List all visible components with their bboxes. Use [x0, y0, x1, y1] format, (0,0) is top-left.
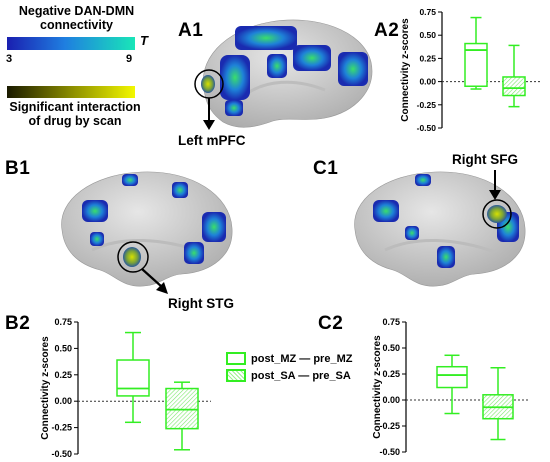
- series-legend: post_MZ — pre_MZ post_SA — pre_SA: [226, 352, 352, 382]
- roi-arrowhead: [156, 282, 168, 294]
- y-tick-label: -0.25: [379, 421, 400, 431]
- colorbar-max-label: 9: [126, 53, 133, 65]
- activation-blob: [293, 45, 331, 71]
- activation-blob: [122, 174, 138, 186]
- panel-label-a2: A2: [374, 20, 400, 41]
- y-tick-label: 0.25: [382, 369, 400, 379]
- activation-blob-interaction: [123, 247, 141, 267]
- interaction-title-line2: of drug by scan: [28, 114, 122, 128]
- activation-blob: [202, 212, 226, 242]
- box-iqr: [502, 76, 526, 97]
- y-tick-label: -0.25: [51, 423, 72, 433]
- interaction-colorbar: [7, 86, 135, 98]
- activation-blob: [90, 232, 104, 246]
- activation-blob: [184, 242, 204, 264]
- y-tick-label: 0.50: [54, 343, 72, 353]
- activation-blob: [415, 174, 431, 186]
- activation-blob-interaction: [201, 75, 215, 93]
- panel-label-b1: B1: [5, 158, 31, 179]
- box-iqr: [165, 387, 199, 430]
- y-tick-label: 0.00: [54, 396, 72, 406]
- activation-blob: [437, 246, 455, 268]
- y-tick-label: 0.00: [382, 395, 400, 405]
- panel-label-c1: C1: [313, 158, 339, 179]
- brain-surface: [354, 171, 526, 287]
- brain-b1-right-lateral: [61, 171, 233, 294]
- series-legend-item-mz: post_MZ — pre_MZ: [226, 352, 352, 365]
- activation-blob: [172, 182, 188, 198]
- colorbar-title-line1: Negative DAN-DMN: [18, 4, 135, 18]
- box-sa: [165, 381, 199, 451]
- t-colorbar: [7, 37, 135, 50]
- colorbar-title-line2: connectivity: [40, 18, 113, 32]
- y-tick-label: -0.50: [417, 123, 437, 133]
- y-tick-label: 0.25: [419, 53, 436, 63]
- interaction-title-line1: Significant interaction: [9, 100, 141, 114]
- box-sa: [482, 367, 514, 441]
- brain-a1-left-medial: [194, 19, 373, 130]
- y-axis-label: Connectivity z-scores: [400, 18, 411, 122]
- activation-blob: [338, 52, 368, 86]
- brain-medial-fold: [244, 80, 326, 97]
- activation-blob-interaction: [487, 205, 507, 223]
- roi-arrow: [141, 268, 163, 288]
- series-legend-item-sa: post_SA — pre_SA: [226, 369, 352, 382]
- y-tick-label: 0.75: [54, 317, 72, 327]
- series-swatch-mz: [226, 352, 246, 365]
- brain-c1-right-lateral: [354, 170, 526, 287]
- y-axis-label: Connectivity z-scores: [372, 335, 383, 439]
- annotation-right-stg: Right STG: [168, 296, 234, 311]
- series-legend-label-sa: post_SA — pre_SA: [251, 369, 351, 382]
- colorbar-title: Negative DAN-DMN connectivity: [5, 4, 148, 32]
- series-legend-label-mz: post_MZ — pre_MZ: [251, 352, 353, 365]
- annotation-left-mpfc: Left mPFC: [178, 133, 246, 148]
- y-tick-label: 0.75: [382, 317, 400, 327]
- panel-label-a1: A1: [178, 20, 204, 41]
- roi-circle-right-sfg: [482, 199, 512, 229]
- y-tick-label: 0.25: [54, 370, 72, 380]
- roi-arrowhead: [489, 190, 501, 200]
- panel-label-b2: B2: [5, 313, 31, 334]
- boxplot-c2: 0.75 0.50 0.25 0.00 -0.25 -0.50 Connectivity z…: [372, 317, 528, 457]
- panel-label-c2: C2: [318, 313, 344, 334]
- y-axis-label: Connectivity z-scores: [40, 336, 51, 440]
- activation-blob: [220, 55, 250, 100]
- activation-blob: [373, 200, 399, 222]
- activation-blob: [225, 100, 243, 116]
- colorbar-unit-label: T: [140, 33, 148, 48]
- boxplot-a2: 0.75 0.50 0.25 0.00 -0.25 -0.50 Connectivity z…: [400, 7, 540, 133]
- roi-circle-right-stg: [117, 241, 149, 273]
- box-sa: [502, 44, 526, 108]
- roi-arrowhead: [203, 120, 215, 130]
- brain-sulcus: [384, 238, 496, 254]
- y-tick-label: -0.25: [417, 100, 437, 110]
- box-iqr: [436, 365, 468, 389]
- box-iqr: [116, 359, 150, 397]
- y-tick-label: -0.50: [51, 449, 72, 459]
- series-swatch-sa: [226, 369, 246, 382]
- box-mz: [436, 354, 468, 415]
- y-tick-label: 0.75: [419, 7, 436, 17]
- activation-blob: [267, 54, 287, 78]
- colorbar-min-label: 3: [6, 53, 13, 65]
- interaction-title: Significant interaction of drug by scan: [0, 100, 150, 128]
- y-tick-label: 0.00: [419, 77, 436, 87]
- box-mz: [116, 331, 150, 424]
- annotation-right-sfg: Right SFG: [452, 152, 518, 167]
- y-tick-label: 0.50: [419, 30, 436, 40]
- activation-blob: [405, 226, 419, 240]
- y-tick-label: 0.50: [382, 343, 400, 353]
- activation-blob: [82, 200, 108, 222]
- y-tick-label: -0.50: [379, 447, 400, 457]
- activation-blob: [235, 26, 297, 50]
- box-mz: [464, 16, 488, 90]
- box-iqr: [464, 42, 488, 87]
